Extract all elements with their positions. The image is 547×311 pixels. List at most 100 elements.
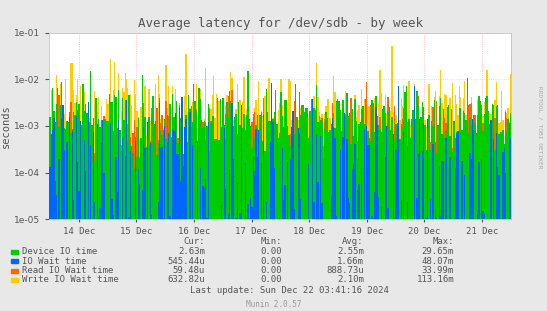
Bar [165, 257, 167, 311]
Bar [308, 212, 310, 311]
Bar [190, 127, 192, 311]
Bar [470, 97, 472, 311]
Bar [62, 105, 64, 311]
Bar [324, 222, 325, 311]
Bar [155, 241, 156, 311]
Bar [151, 115, 152, 311]
Bar [111, 139, 113, 311]
Bar [346, 121, 348, 311]
Bar [148, 254, 149, 311]
Bar [192, 145, 193, 311]
Bar [451, 238, 452, 311]
Bar [394, 140, 395, 311]
Bar [226, 251, 228, 311]
Bar [375, 179, 377, 311]
Bar [156, 155, 158, 311]
Bar [452, 82, 453, 311]
Bar [414, 84, 415, 311]
Bar [489, 152, 490, 311]
Bar [325, 106, 327, 311]
Bar [104, 147, 106, 311]
Bar [508, 119, 509, 311]
Bar [189, 141, 190, 311]
Bar [468, 104, 469, 311]
Bar [257, 157, 258, 311]
Text: Last update: Sun Dec 22 03:41:16 2024: Last update: Sun Dec 22 03:41:16 2024 [190, 286, 389, 295]
Bar [284, 128, 286, 311]
Bar [101, 106, 102, 311]
Text: Munin 2.0.57: Munin 2.0.57 [246, 300, 301, 309]
Bar [164, 126, 165, 311]
Bar [160, 130, 161, 311]
Bar [315, 110, 316, 311]
Bar [113, 90, 114, 311]
Bar [203, 135, 205, 311]
Bar [225, 105, 226, 311]
Bar [432, 107, 434, 311]
Bar [254, 112, 255, 311]
Bar [313, 96, 315, 311]
Bar [453, 231, 455, 311]
Text: Cur:: Cur: [184, 237, 205, 245]
Bar [418, 154, 419, 311]
Bar [380, 70, 381, 311]
Bar [369, 139, 370, 311]
Bar [305, 108, 307, 311]
Bar [243, 240, 245, 311]
Bar [156, 108, 158, 311]
Bar [101, 143, 102, 311]
Bar [209, 108, 211, 311]
Bar [146, 248, 147, 311]
Bar [170, 216, 171, 311]
Bar [125, 100, 126, 311]
Bar [317, 122, 319, 311]
Bar [452, 148, 453, 311]
Bar [436, 101, 438, 311]
Bar [192, 122, 193, 311]
Bar [426, 150, 427, 311]
Bar [304, 244, 305, 311]
Bar [504, 148, 505, 311]
Bar [278, 138, 279, 311]
Bar [219, 176, 221, 311]
Bar [365, 112, 366, 311]
Bar [180, 118, 181, 311]
Bar [160, 119, 161, 311]
Bar [260, 112, 262, 311]
Bar [457, 115, 458, 311]
Bar [103, 116, 104, 311]
Bar [172, 142, 173, 311]
Bar [147, 159, 148, 311]
Bar [230, 249, 231, 311]
Bar [452, 152, 453, 311]
Bar [241, 117, 242, 311]
Bar [190, 105, 192, 311]
Bar [192, 143, 193, 311]
Bar [66, 142, 68, 311]
Bar [161, 115, 163, 311]
Bar [316, 85, 317, 311]
Bar [176, 136, 177, 311]
Bar [436, 153, 438, 311]
Bar [341, 131, 342, 311]
Bar [265, 154, 266, 311]
Bar [240, 125, 241, 311]
Bar [488, 142, 489, 311]
Bar [397, 126, 398, 311]
Bar [383, 150, 385, 311]
Bar [146, 171, 147, 311]
Bar [316, 136, 317, 311]
Bar [291, 127, 292, 311]
Bar [126, 132, 127, 311]
Bar [253, 135, 254, 311]
Bar [222, 98, 224, 311]
Bar [461, 161, 463, 311]
Bar [359, 128, 361, 311]
Bar [412, 127, 414, 311]
Bar [501, 132, 502, 311]
Bar [358, 105, 359, 311]
Bar [416, 198, 418, 311]
Bar [187, 113, 188, 311]
Bar [422, 102, 423, 311]
Bar [270, 131, 271, 311]
